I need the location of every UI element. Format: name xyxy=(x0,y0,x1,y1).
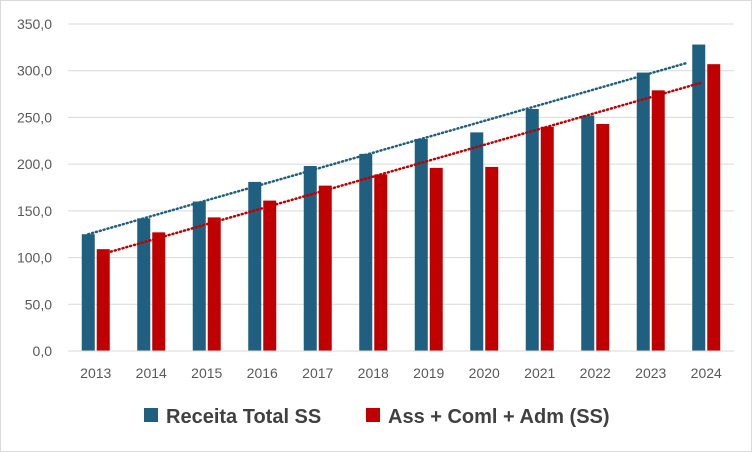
bar xyxy=(525,109,539,352)
bar xyxy=(192,201,206,351)
bar xyxy=(651,90,665,351)
bar xyxy=(485,166,499,351)
x-tick-label: 2014 xyxy=(136,365,167,381)
trendline xyxy=(102,81,702,256)
bar xyxy=(540,126,554,352)
bar xyxy=(596,123,610,352)
bar xyxy=(470,132,484,351)
x-tick-label: 2020 xyxy=(469,365,500,381)
y-tick-label: 350,0 xyxy=(17,16,52,32)
bar xyxy=(414,138,428,351)
x-tick-label: 2024 xyxy=(691,365,722,381)
bar xyxy=(707,64,721,351)
trendline xyxy=(87,61,687,236)
legend-swatch xyxy=(366,408,380,422)
x-tick-label: 2013 xyxy=(80,365,111,381)
bar xyxy=(96,249,110,351)
y-tick-label: 50,0 xyxy=(25,296,52,312)
bar xyxy=(318,185,332,351)
bar xyxy=(374,174,388,351)
gridlines xyxy=(68,23,734,305)
x-tick-label: 2015 xyxy=(191,365,222,381)
y-tick-label: 250,0 xyxy=(17,109,52,125)
bar xyxy=(137,218,151,351)
y-tick-label: 200,0 xyxy=(17,156,52,172)
y-axis-labels: 0,0 50,0 100,0 150,0 200,0 250,0 300,0 350,0 xyxy=(17,16,52,359)
bar xyxy=(303,166,317,351)
bar xyxy=(248,181,262,351)
bar xyxy=(81,234,95,351)
y-tick-label: 100,0 xyxy=(17,250,52,266)
x-tick-label: 2022 xyxy=(580,365,611,381)
legend-label: Ass + Coml + Adm (SS) xyxy=(388,406,610,428)
legend: Receita Total SS Ass + Coml + Adm (SS) xyxy=(144,406,610,428)
y-tick-label: 300,0 xyxy=(17,63,52,79)
bar xyxy=(359,153,373,351)
x-tick-label: 2018 xyxy=(358,365,389,381)
bar xyxy=(581,115,595,351)
y-tick-label: 150,0 xyxy=(17,203,52,219)
bars xyxy=(81,44,721,352)
x-tick-label: 2023 xyxy=(635,365,666,381)
bar xyxy=(263,200,277,351)
bar xyxy=(152,232,166,351)
x-tick-label: 2016 xyxy=(247,365,278,381)
bar xyxy=(692,44,706,351)
x-tick-label: 2021 xyxy=(524,365,555,381)
trendlines xyxy=(87,61,702,256)
legend-swatch xyxy=(144,408,158,422)
bar xyxy=(207,217,221,351)
x-tick-label: 2019 xyxy=(413,365,444,381)
legend-label: Receita Total SS xyxy=(166,406,321,428)
x-axis-labels: 2013 2014 2015 2016 2017 2018 2019 2020 2021 2022… xyxy=(80,365,722,381)
bar xyxy=(429,167,443,351)
bar xyxy=(636,72,650,351)
x-tick-label: 2017 xyxy=(302,365,333,381)
y-tick-label: 0,0 xyxy=(33,343,53,359)
